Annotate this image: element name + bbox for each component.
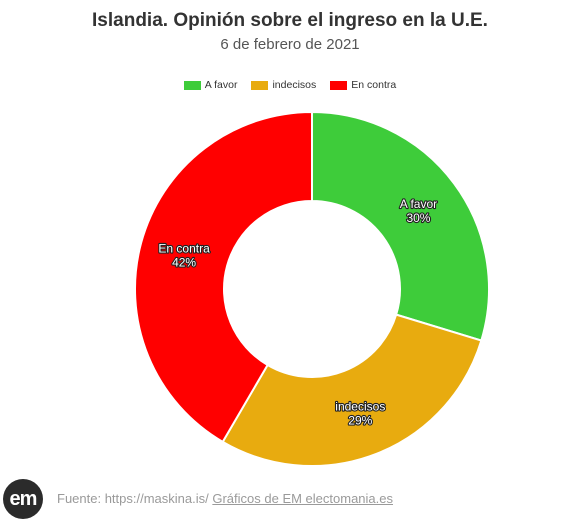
slice-a-favor[interactable]: [311, 110, 490, 342]
chart-legend: A favor indecisos En contra: [0, 79, 580, 91]
em-logo-icon: em: [3, 479, 43, 519]
data-label-category: A favor: [400, 197, 437, 211]
credit-link[interactable]: Gráficos de EM electomania.es: [212, 491, 393, 506]
slice-indecisos[interactable]: [221, 313, 483, 467]
footer-source: Fuente: https://maskina.is/ Gráficos de …: [57, 491, 393, 506]
chart-subtitle: 6 de febrero de 2021: [220, 36, 360, 53]
legend-label-a-favor: A favor: [204, 79, 238, 91]
legend-swatch-indecisos: [251, 80, 269, 90]
data-label-value: 42%: [172, 255, 196, 269]
legend-swatch-a-favor: [183, 80, 201, 90]
data-label-category: En contra: [158, 241, 210, 255]
legend-item-en-contra[interactable]: En contra: [330, 79, 396, 91]
legend-swatch-en-contra: [330, 80, 348, 90]
data-label-en-contra: En contra 42%: [158, 241, 210, 269]
data-label-value: 30%: [406, 211, 430, 225]
footer: em Fuente: https://maskina.is/ Gráficos …: [0, 474, 580, 519]
data-label-value: 29%: [348, 413, 372, 427]
legend-item-indecisos[interactable]: indecisos: [251, 79, 316, 91]
data-label-indecisos: indecisos 29%: [335, 399, 385, 427]
chart-title: Islandia. Opinión sobre el ingreso en la…: [92, 10, 488, 31]
data-label-a-favor: A favor 30%: [400, 197, 437, 225]
slice-en-contra[interactable]: [134, 110, 313, 444]
donut-chart: A favor 30% indecisos 29% En contra 42%: [134, 110, 490, 467]
source-text: Fuente: https://maskina.is/: [57, 491, 209, 506]
legend-label-indecisos: indecisos: [272, 79, 317, 91]
legend-item-a-favor[interactable]: A favor: [183, 79, 238, 91]
legend-label-en-contra: En contra: [351, 79, 397, 91]
data-label-category: indecisos: [335, 399, 385, 413]
